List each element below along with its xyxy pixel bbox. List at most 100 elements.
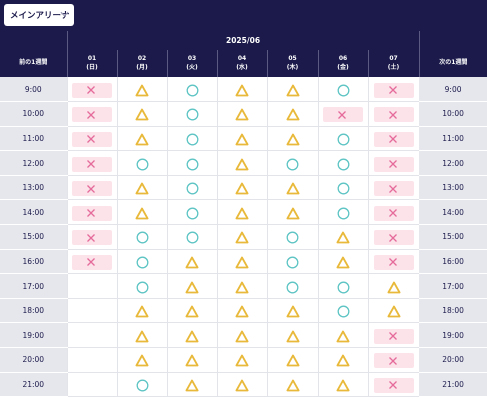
slot-triangle[interactable] [166,372,217,398]
day-header: 04 (水) [216,50,267,77]
limited-triangle-icon [235,84,249,96]
slot-cross [367,322,420,349]
available-circle-icon [136,379,148,392]
slot-triangle[interactable] [216,249,267,275]
slot-triangle[interactable] [216,101,267,127]
slot-triangle[interactable] [216,298,267,324]
slot-triangle[interactable] [216,150,267,176]
slot-triangle[interactable] [116,101,167,127]
slot-triangle[interactable] [317,322,368,349]
limited-triangle-icon [185,256,199,269]
unavailable-cross-icon [87,110,95,119]
slot-circle[interactable] [266,273,318,299]
slot-circle[interactable] [266,224,318,250]
slot-circle[interactable] [317,77,368,103]
slot-circle[interactable] [116,150,167,176]
slot-circle[interactable] [116,249,167,275]
slot-circle[interactable] [317,150,368,176]
slot-triangle[interactable] [266,347,318,373]
slot-circle[interactable] [317,126,368,152]
slot-triangle[interactable] [317,224,368,250]
slot-circle[interactable] [266,150,318,176]
limited-triangle-icon [235,207,249,220]
slot-triangle[interactable] [116,347,167,373]
unavailable-cross-icon [388,258,397,267]
slot-triangle[interactable] [116,175,167,201]
slot-triangle[interactable] [116,199,167,226]
slot-circle[interactable] [317,273,368,299]
slot-triangle[interactable] [317,249,368,275]
slot-triangle[interactable] [266,77,318,103]
slot-triangle[interactable] [216,175,267,201]
slot-circle[interactable] [116,372,167,398]
venue-select[interactable]: メインアリーナ [4,4,74,26]
slot-triangle[interactable] [216,199,267,226]
time-row: 12:00 12:00 [0,150,487,176]
slot-triangle[interactable] [266,126,318,152]
slot-triangle[interactable] [166,273,217,299]
slot-empty [66,372,117,398]
time-row: 13:00 13:00 [0,175,487,201]
time-label-left: 21:00 [0,372,67,398]
slot-circle[interactable] [317,175,368,201]
slot-triangle[interactable] [166,298,217,324]
slot-triangle[interactable] [166,249,217,275]
slot-triangle[interactable] [116,77,167,103]
slot-circle[interactable] [116,273,167,299]
slot-triangle[interactable] [367,273,420,299]
slot-triangle[interactable] [116,126,167,152]
limited-triangle-icon [235,133,249,146]
slot-circle[interactable] [166,199,217,226]
slot-circle[interactable] [166,150,217,176]
day-header: 03 (火) [166,50,217,77]
time-label-right: 14:00 [419,199,487,226]
slot-triangle[interactable] [116,322,167,349]
slot-triangle[interactable] [216,77,267,103]
slot-triangle[interactable] [266,372,318,398]
slot-triangle[interactable] [216,322,267,349]
slot-triangle[interactable] [166,347,217,373]
unavailable-cross-icon [338,110,346,119]
slot-triangle[interactable] [266,322,318,349]
slot-triangle[interactable] [216,273,267,299]
slot-triangle[interactable] [216,347,267,373]
available-circle-icon [337,305,349,318]
limited-triangle-icon [185,305,199,318]
slot-triangle[interactable] [266,175,318,201]
slot-triangle[interactable] [266,199,318,226]
slot-cross [317,101,368,127]
unavailable-cross-icon [388,135,397,144]
slot-triangle[interactable] [216,224,267,250]
time-label-left: 16:00 [0,249,67,275]
slot-circle[interactable] [166,175,217,201]
slot-triangle[interactable] [317,347,368,373]
slot-triangle[interactable] [317,372,368,398]
slot-triangle[interactable] [116,298,167,324]
limited-triangle-icon [135,305,149,318]
time-row: 21:00 21:00 [0,372,487,398]
available-circle-icon [337,281,349,293]
slot-triangle[interactable] [266,298,318,324]
slot-triangle[interactable] [166,322,217,349]
slot-circle[interactable] [166,101,217,127]
slot-circle[interactable] [166,224,217,250]
slot-circle[interactable] [266,249,318,275]
slot-cross [66,101,117,127]
slot-circle[interactable] [166,126,217,152]
unavailable-cell [373,82,414,98]
available-circle-icon [136,158,148,171]
slot-circle[interactable] [166,77,217,103]
slot-triangle[interactable] [216,126,267,152]
limited-triangle-icon [286,305,299,318]
slot-triangle[interactable] [216,372,267,398]
slot-circle[interactable] [116,224,167,250]
slot-triangle[interactable] [367,298,420,324]
slot-triangle[interactable] [266,101,318,127]
slot-circle[interactable] [317,298,368,324]
unavailable-cross-icon [87,135,95,144]
next-week-button[interactable]: 次の1週間 [418,50,487,77]
prev-week-button[interactable]: 前の1週間 [0,50,67,77]
slot-circle[interactable] [317,199,368,226]
limited-triangle-icon [185,354,199,367]
limited-triangle-icon [135,182,149,195]
